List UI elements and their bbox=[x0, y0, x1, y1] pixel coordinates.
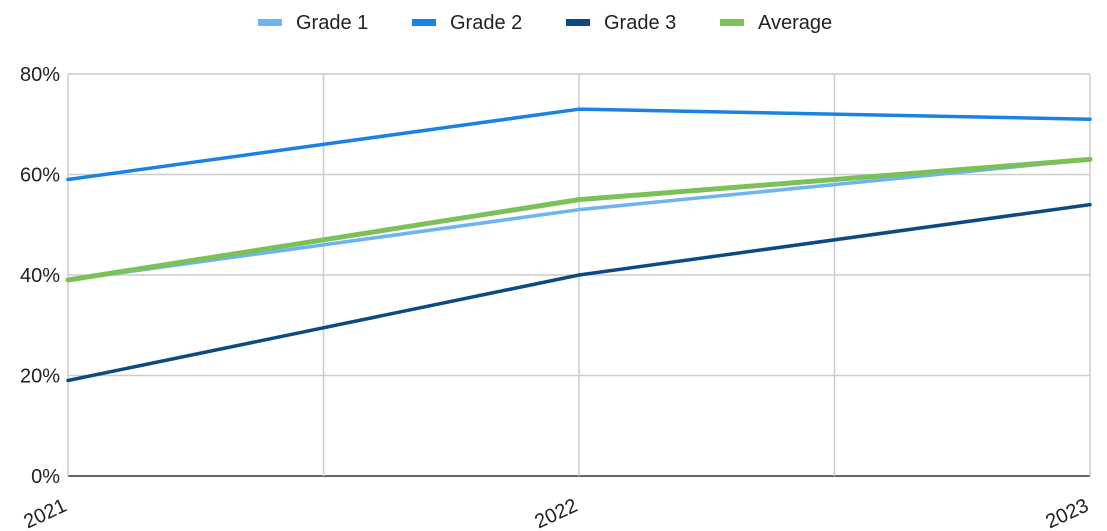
series-line-grade-1 bbox=[66, 157, 1092, 282]
x-axis: 2021 2022 2023 bbox=[20, 495, 1092, 531]
y-tick-label: 0% bbox=[31, 466, 60, 488]
y-tick-label: 40% bbox=[20, 265, 60, 287]
x-tick-label: 2021 bbox=[20, 495, 70, 531]
y-tick-label: 80% bbox=[20, 64, 60, 86]
y-tick-label: 20% bbox=[20, 366, 60, 388]
legend-label: Average bbox=[758, 12, 832, 34]
legend-swatch bbox=[566, 19, 590, 26]
legend-label: Grade 1 bbox=[296, 12, 368, 34]
series-line-grade-2 bbox=[66, 107, 1092, 182]
x-tick-label: 2022 bbox=[531, 495, 581, 531]
series-line-average bbox=[65, 156, 1093, 283]
y-axis: 0% 20% 40% 60% 80% bbox=[20, 64, 60, 488]
legend-swatch bbox=[720, 19, 744, 26]
series-lines bbox=[65, 107, 1093, 383]
x-tick-label: 2023 bbox=[1042, 495, 1092, 531]
y-tick-label: 60% bbox=[20, 165, 60, 187]
series-line-grade-3 bbox=[66, 202, 1092, 383]
legend-label: Grade 3 bbox=[604, 12, 676, 34]
legend-swatch bbox=[258, 19, 282, 26]
legend-label: Grade 2 bbox=[450, 12, 522, 34]
legend: Grade 1 Grade 2 Grade 3 Average bbox=[258, 12, 832, 34]
legend-swatch bbox=[412, 19, 436, 26]
